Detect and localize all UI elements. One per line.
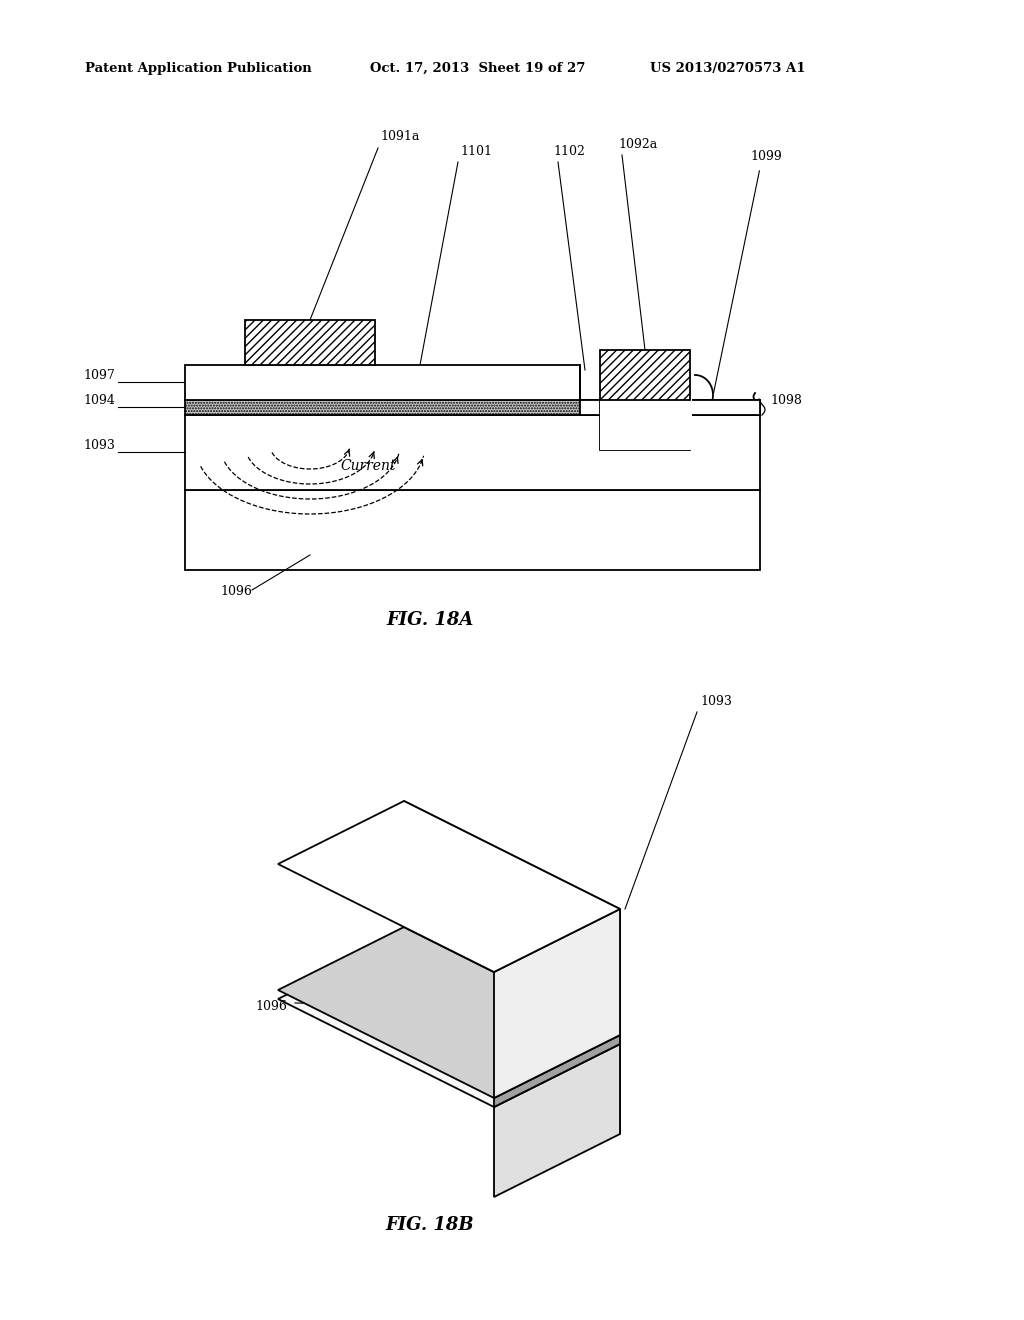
Polygon shape — [404, 801, 620, 1035]
Text: 1092a: 1092a — [618, 139, 657, 150]
Text: Oct. 17, 2013  Sheet 19 of 27: Oct. 17, 2013 Sheet 19 of 27 — [370, 62, 586, 75]
Text: Current: Current — [340, 459, 395, 473]
Bar — [600, 350, 690, 400]
Bar — [185, 414, 760, 490]
Polygon shape — [494, 909, 620, 1098]
Polygon shape — [404, 927, 620, 1044]
Text: 1093: 1093 — [700, 696, 732, 708]
Text: 1102: 1102 — [553, 145, 585, 158]
Text: 1096: 1096 — [220, 585, 252, 598]
Text: 1099: 1099 — [750, 150, 781, 162]
Text: FIG. 18A: FIG. 18A — [386, 611, 474, 630]
Polygon shape — [278, 801, 620, 972]
Text: 1093: 1093 — [83, 440, 115, 451]
Bar — [600, 399, 692, 450]
Text: 1094: 1094 — [83, 393, 115, 407]
Text: Patent Application Publication: Patent Application Publication — [85, 62, 311, 75]
Text: 1097: 1097 — [83, 370, 115, 381]
Text: 1098: 1098 — [770, 393, 802, 407]
Text: US 2013/0270573 A1: US 2013/0270573 A1 — [650, 62, 806, 75]
Text: FIG. 18B: FIG. 18B — [386, 1216, 474, 1234]
Polygon shape — [278, 927, 620, 1098]
Bar — [185, 366, 580, 400]
Text: 1101: 1101 — [460, 145, 492, 158]
Bar — [185, 400, 760, 414]
Bar — [245, 319, 375, 366]
Text: 1096: 1096 — [255, 1001, 287, 1012]
Bar — [600, 400, 690, 450]
Text: 1091a: 1091a — [380, 129, 420, 143]
Polygon shape — [494, 1035, 620, 1107]
Bar — [580, 400, 760, 414]
Polygon shape — [278, 936, 620, 1107]
Bar — [185, 490, 760, 570]
Polygon shape — [404, 936, 620, 1134]
Polygon shape — [494, 1044, 620, 1197]
